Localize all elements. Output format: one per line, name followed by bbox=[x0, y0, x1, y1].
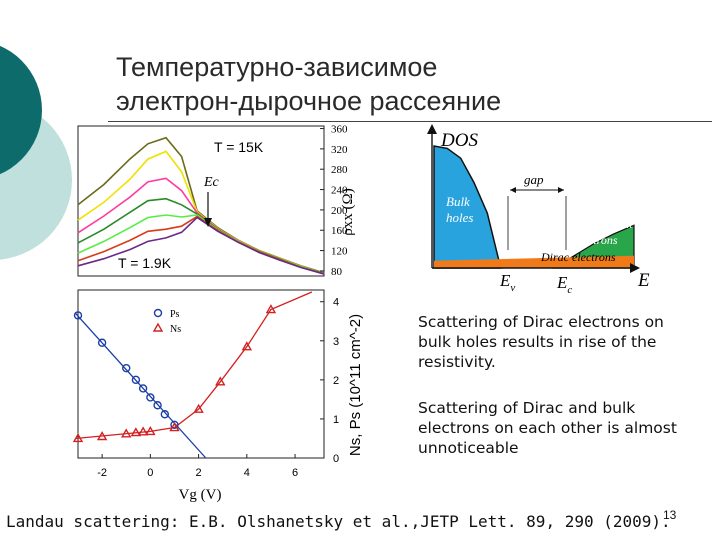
ns-data-point bbox=[96, 431, 108, 441]
resistivity-tick-label: 120 bbox=[331, 246, 348, 258]
density-y-tick-label: 4 bbox=[333, 297, 339, 309]
slide-decoration bbox=[0, 45, 72, 260]
bulk-electrons-label: Bulk electrons bbox=[574, 217, 635, 247]
ns-data-point bbox=[215, 376, 226, 386]
ns-data-point bbox=[169, 422, 180, 432]
bulk-holes-label: Bulk holes bbox=[446, 194, 473, 225]
density-x-tick-label: 4 bbox=[244, 467, 250, 479]
dos-energy-arrow bbox=[630, 263, 640, 273]
resistivity-tick-label: 80 bbox=[331, 266, 343, 278]
resistivity-tick-label: 280 bbox=[331, 164, 348, 176]
legend-ns-label: Ns bbox=[170, 324, 181, 335]
dos-diagram: DOS E Bulk holes gap Bulk electrons Dira… bbox=[427, 124, 650, 296]
ps-data-point bbox=[138, 384, 148, 393]
resistivity-curve-6 bbox=[77, 215, 325, 275]
dirac-electrons-label: Dirac electrons bbox=[540, 250, 616, 264]
ns-data-point bbox=[121, 428, 132, 438]
bulk-electrons-label-l2: electrons bbox=[574, 233, 618, 247]
density-y-tick-label: 0 bbox=[333, 453, 339, 465]
label-ec: Ec bbox=[203, 175, 220, 190]
ps-data-point bbox=[160, 410, 170, 419]
title-line-2: электрон-дырочное рассеяние bbox=[116, 86, 502, 116]
dos-axis-arrow bbox=[427, 124, 437, 134]
gap-label: gap bbox=[524, 172, 544, 187]
ps-data-point bbox=[146, 393, 155, 402]
resistivity-curves bbox=[77, 136, 325, 275]
density-legend: Ps Ns bbox=[152, 308, 181, 335]
note-electron-scattering: Scattering of Dirac and bulk electrons o… bbox=[418, 399, 677, 457]
resistivity-tick-label: 360 bbox=[331, 124, 348, 136]
ns-fit-line bbox=[75, 291, 313, 440]
density-y-label: Ns, Ps (10^11 cm^-2) bbox=[347, 314, 364, 456]
density-x-label: Vg (V) bbox=[179, 487, 222, 503]
title-line-1: Температурно-зависимое bbox=[116, 52, 438, 82]
density-plot: 0 1 2 3 4 -2 0 2 4 6 Vg (V) Ns, Ps (10^11 cm^-2)… bbox=[72, 289, 364, 503]
citation: Landau scattering: E.B. Olshanetsky et a… bbox=[6, 512, 671, 531]
ps-data-point bbox=[131, 375, 141, 385]
gap-arrow-left bbox=[510, 187, 516, 193]
density-y-tick-label: 3 bbox=[333, 336, 339, 348]
page-number: 13 bbox=[663, 508, 677, 522]
legend-ps-label: Ps bbox=[170, 309, 180, 320]
density-x-tick-label: 0 bbox=[147, 467, 153, 479]
density-y-tick-label: 2 bbox=[333, 375, 339, 387]
dirac-electrons-band bbox=[434, 255, 634, 268]
density-frame bbox=[77, 289, 325, 459]
decor-arc-dark bbox=[0, 45, 42, 175]
bulk-holes-label-l1: Bulk bbox=[446, 194, 470, 209]
density-y-tick-label: 1 bbox=[333, 414, 339, 426]
legend-ps-marker bbox=[153, 308, 163, 318]
resistivity-curve-7 bbox=[77, 216, 325, 275]
label-t19: T = 1.9K bbox=[118, 255, 172, 271]
legend-ns-marker bbox=[152, 322, 164, 332]
resistivity-y-ticks: 360 320 280 240 200 160 120 80 bbox=[320, 124, 348, 278]
ec-label: Ec bbox=[556, 273, 572, 296]
resistivity-curve-1 bbox=[77, 136, 325, 274]
ev-label: Ev bbox=[499, 271, 515, 294]
ns-data-point bbox=[193, 403, 204, 413]
note-holes-scattering: Scattering of Dirac electrons on bulk ho… bbox=[418, 313, 664, 371]
density-fit-lines bbox=[75, 291, 313, 459]
ps-data-point bbox=[73, 311, 83, 320]
slide-title: Температурно-зависимое электрон-дырочное… bbox=[116, 50, 501, 118]
resistivity-y-label: ρxx (Ω) bbox=[340, 188, 356, 235]
density-markers bbox=[72, 304, 277, 443]
gap-arrow-right bbox=[558, 187, 564, 193]
resistivity-curve-5 bbox=[77, 214, 325, 275]
density-x-tick-label: 6 bbox=[292, 467, 298, 479]
resistivity-tick-label: 320 bbox=[331, 144, 348, 156]
ns-data-point bbox=[137, 426, 149, 436]
energy-label: E bbox=[637, 270, 650, 291]
resistivity-tick-label: 240 bbox=[331, 185, 348, 197]
ps-data-point bbox=[122, 363, 131, 373]
ps-data-point bbox=[153, 401, 162, 410]
density-x-tick-label: 2 bbox=[196, 467, 202, 479]
density-x-tick-label: -2 bbox=[97, 467, 107, 479]
ec-arrow-head bbox=[204, 218, 212, 227]
density-y-ticks: 0 1 2 3 4 bbox=[320, 297, 339, 465]
ns-data-point bbox=[241, 341, 253, 351]
resistivity-tick-label: 160 bbox=[331, 225, 348, 237]
bulk-electrons-label-l1: Bulk bbox=[610, 217, 633, 231]
ns-data-point bbox=[145, 426, 156, 436]
title-underline bbox=[108, 121, 712, 122]
bulk-holes-label-l2: holes bbox=[446, 210, 473, 225]
ns-data-point bbox=[72, 433, 84, 443]
ps-data-point bbox=[170, 420, 179, 429]
ns-data-point bbox=[130, 427, 142, 437]
ps-data-point bbox=[97, 338, 107, 347]
resistivity-frame bbox=[77, 125, 325, 277]
label-t15: T = 15K bbox=[214, 139, 264, 155]
density-x-ticks: -2 0 2 4 6 bbox=[97, 454, 298, 479]
bulk-holes-band bbox=[433, 145, 502, 269]
dos-label: DOS bbox=[440, 130, 478, 151]
ns-data-point bbox=[265, 304, 277, 314]
resistivity-tick-label: 200 bbox=[331, 205, 348, 217]
